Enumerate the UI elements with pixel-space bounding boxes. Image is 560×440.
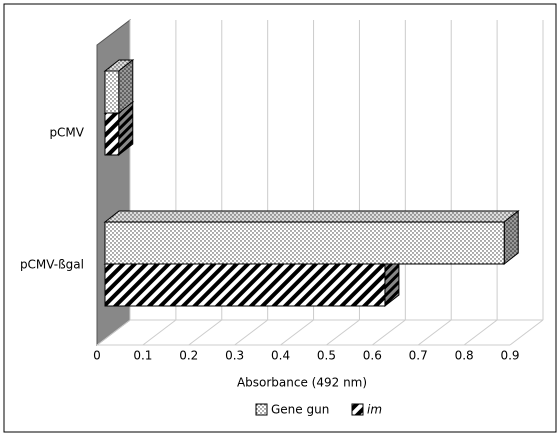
legend-swatch bbox=[255, 403, 268, 416]
floor-line bbox=[142, 319, 177, 346]
bar-front bbox=[104, 263, 386, 307]
bar bbox=[103, 58, 135, 115]
x-tick-label: 0.6 bbox=[363, 349, 382, 363]
legend-label: Gene gun bbox=[271, 403, 329, 417]
x-tick-label: 0.1 bbox=[133, 349, 152, 363]
legend-label: im bbox=[367, 403, 382, 417]
y-tick-label: pCMV-ßgal bbox=[20, 258, 84, 272]
x-tick-label: 0.8 bbox=[455, 349, 474, 363]
floor-line bbox=[326, 319, 360, 346]
x-axis-title: Absorbance (492 nm) bbox=[237, 376, 367, 390]
y-tick-label: pCMV bbox=[49, 126, 84, 140]
legend-swatch bbox=[351, 403, 364, 416]
x-tick-label: 0 bbox=[93, 349, 101, 363]
x-tick-label: 0.7 bbox=[409, 349, 428, 363]
floor-line bbox=[509, 319, 544, 346]
x-tick-label: 0.3 bbox=[225, 349, 244, 363]
floor-line bbox=[280, 319, 314, 346]
floor-line bbox=[417, 319, 452, 346]
x-tick-label: 0.9 bbox=[500, 349, 519, 363]
bar-top bbox=[103, 210, 520, 223]
bar-front bbox=[104, 70, 120, 114]
bar-front bbox=[104, 221, 505, 265]
x-tick-label: 0.5 bbox=[317, 349, 336, 363]
bar bbox=[103, 209, 520, 266]
floor-line bbox=[372, 319, 406, 346]
x-tick-label: 0.2 bbox=[179, 349, 198, 363]
floor-line bbox=[188, 319, 223, 346]
floor-line bbox=[463, 319, 498, 346]
x-tick-label: 0.4 bbox=[271, 349, 290, 363]
floor-line bbox=[96, 319, 131, 346]
floor-line bbox=[234, 319, 268, 346]
bar-front bbox=[104, 112, 120, 156]
